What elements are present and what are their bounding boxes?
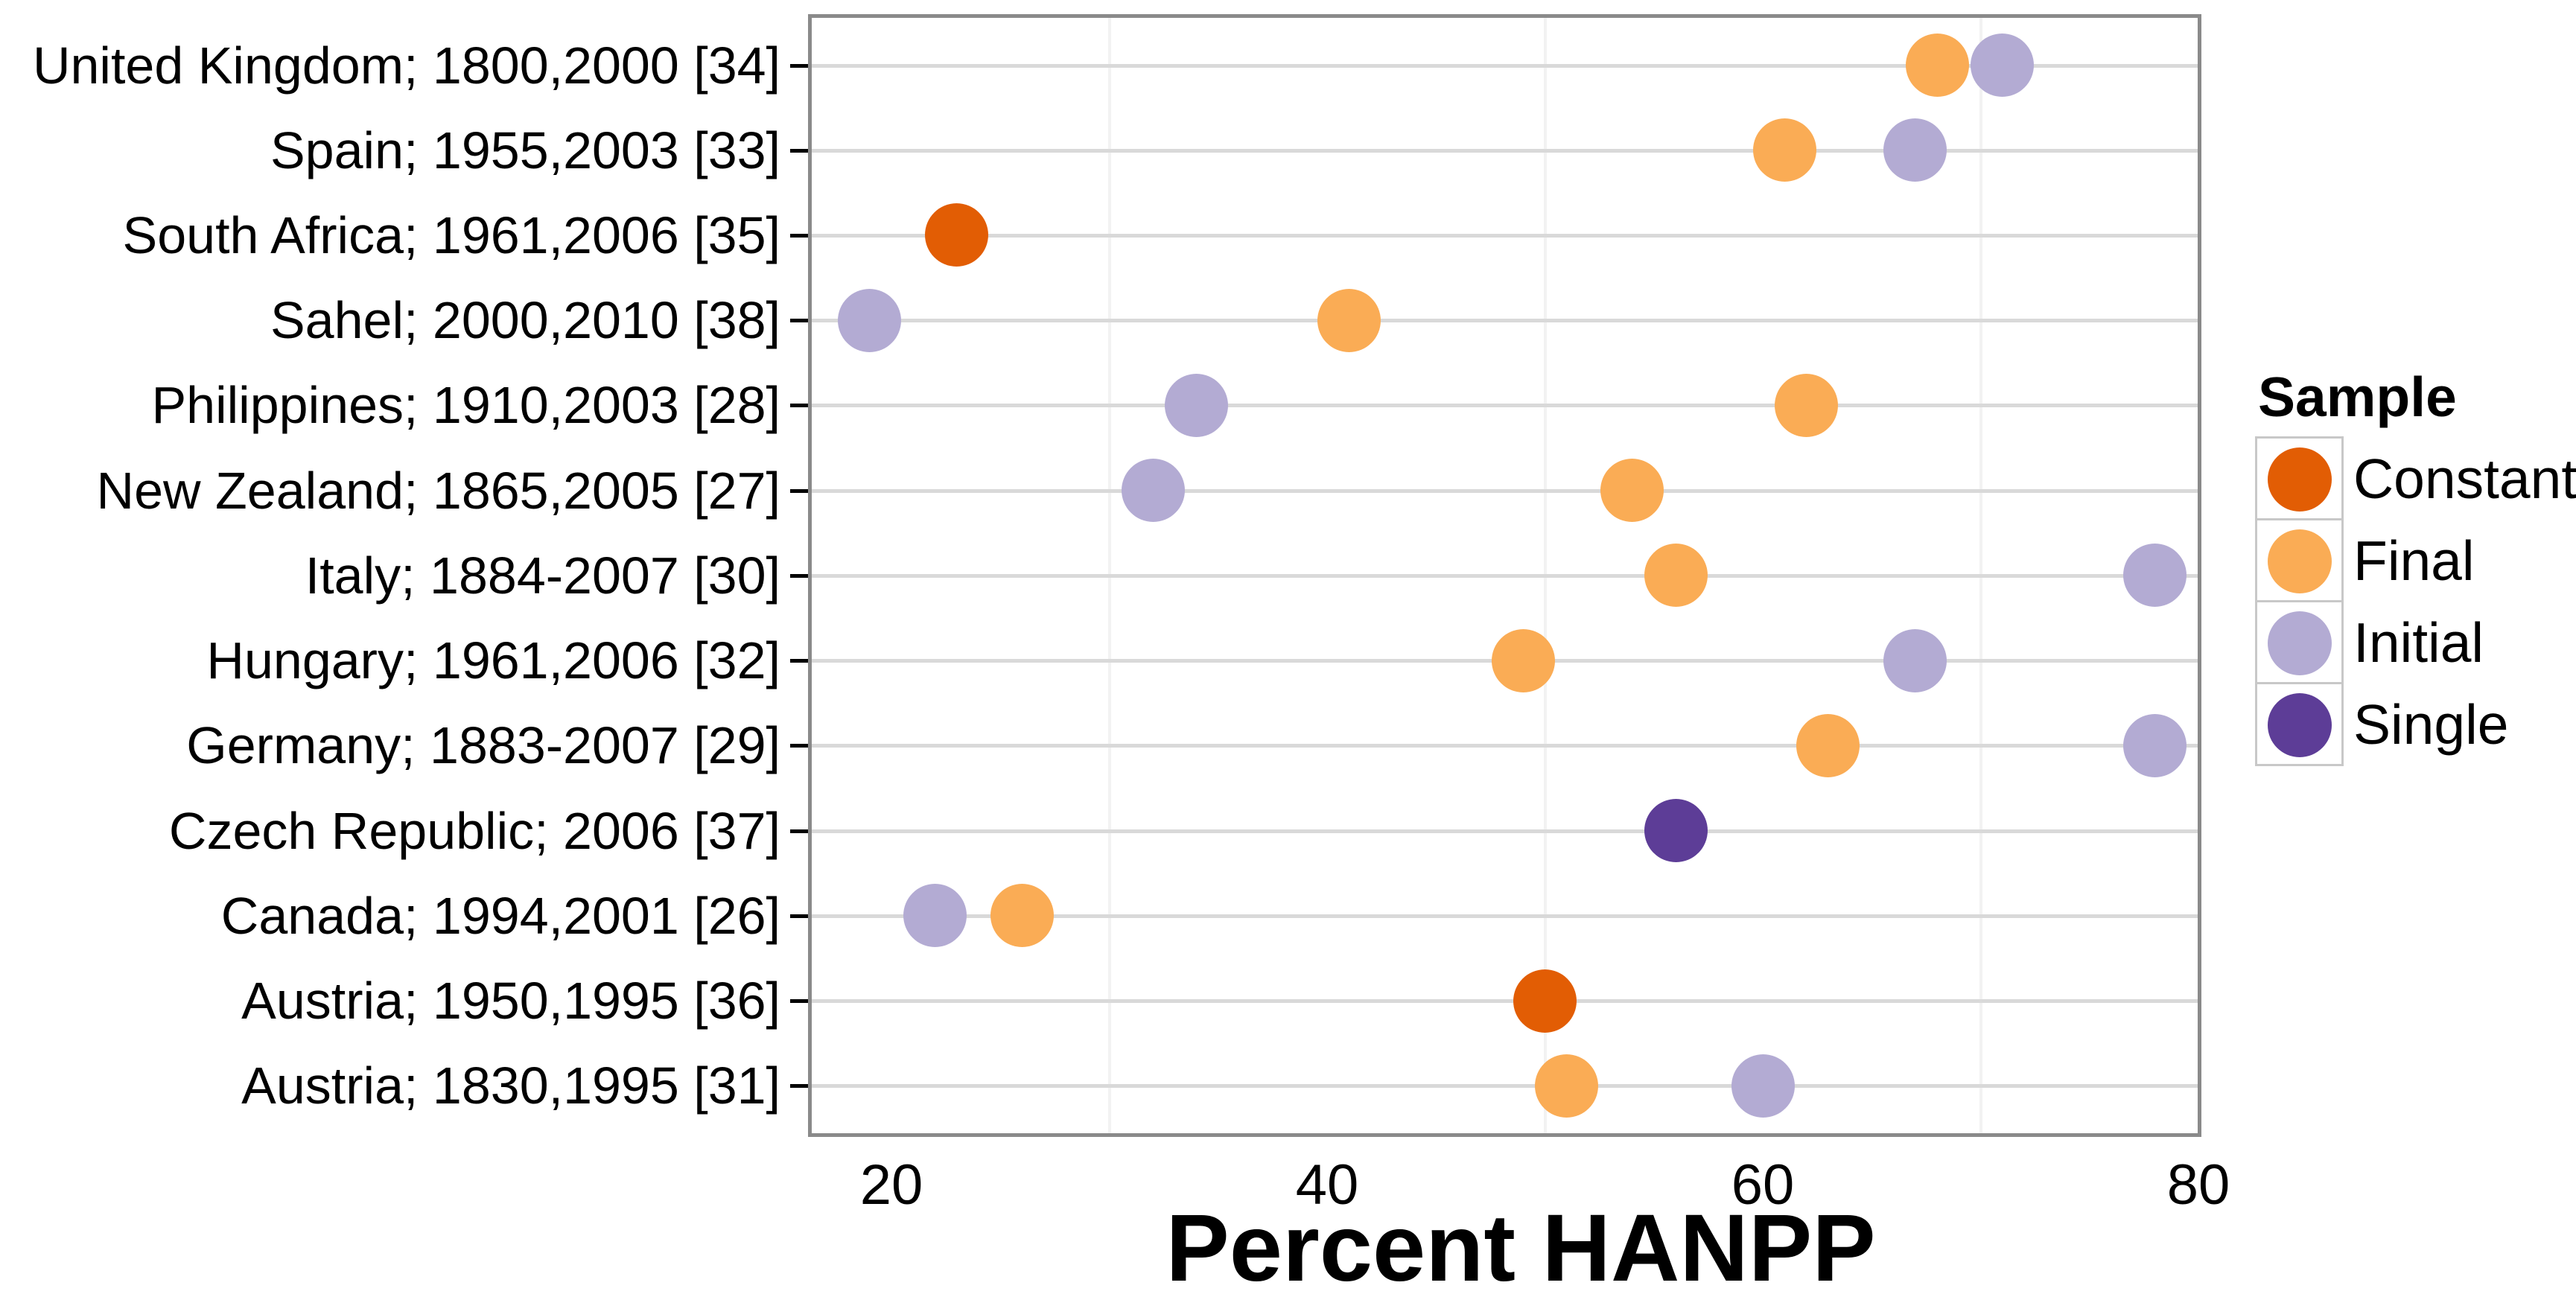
y-axis-label: Spain; 1955,2003 [33]: [270, 121, 780, 179]
data-point: [1796, 713, 1860, 777]
y-axis-label: Sahel; 2000,2010 [38]: [270, 291, 780, 350]
y-axis-tick: [790, 829, 808, 833]
data-point: [1535, 1054, 1599, 1118]
y-axis-label: United Kingdom; 1800,2000 [34]: [32, 36, 780, 95]
y-axis-tick: [790, 573, 808, 578]
legend-label: Constant: [2353, 447, 2576, 510]
row-gridline: [812, 914, 2198, 918]
row-gridline: [812, 829, 2198, 833]
data-point: [925, 203, 989, 267]
legend-key: [2255, 518, 2344, 602]
data-point: [1971, 34, 2035, 97]
data-point: [1752, 118, 1816, 182]
y-axis-tick: [790, 404, 808, 408]
legend-swatch-final-icon: [2268, 529, 2332, 593]
y-axis-label: Germany; 1883-2007 [29]: [186, 716, 780, 775]
data-point: [1883, 628, 1947, 692]
data-point: [1491, 628, 1555, 692]
legend-title: Sample: [2258, 366, 2457, 428]
y-axis-tick: [790, 744, 808, 748]
data-point: [1905, 34, 1969, 97]
data-point: [1165, 373, 1228, 437]
y-axis-label: Czech Republic; 2006 [37]: [168, 801, 780, 860]
y-axis-tick: [790, 659, 808, 663]
row-gridline: [812, 319, 2198, 323]
y-axis-label: Canada; 1994,2001 [26]: [220, 886, 780, 945]
row-gridline: [812, 148, 2198, 153]
data-point: [1731, 1054, 1795, 1118]
data-point: [903, 884, 967, 948]
data-point: [2123, 713, 2187, 777]
data-point: [1513, 969, 1577, 1033]
row-gridline: [812, 573, 2198, 578]
data-point: [2123, 544, 2187, 608]
x-axis-tick-label: 80: [2166, 1153, 2230, 1217]
y-axis-tick: [790, 1084, 808, 1089]
legend-key: [2255, 436, 2344, 520]
y-axis-label: Hungary; 1961,2006 [32]: [206, 631, 780, 690]
data-point: [1644, 799, 1708, 863]
row-gridline: [812, 1084, 2198, 1089]
y-axis-tick: [790, 319, 808, 323]
y-axis-tick: [790, 488, 808, 493]
data-point: [1644, 544, 1708, 608]
x-axis-tick-label: 40: [1295, 1153, 1359, 1217]
legend-swatch-initial-icon: [2268, 611, 2332, 675]
row-gridline: [812, 404, 2198, 408]
row-gridline: [812, 999, 2198, 1004]
row-gridline: [812, 488, 2198, 493]
y-axis-label: Italy; 1884-2007 [30]: [305, 546, 780, 605]
row-gridline: [812, 744, 2198, 748]
data-point: [1317, 288, 1381, 352]
y-axis-tick: [790, 999, 808, 1004]
data-point: [1121, 459, 1185, 523]
y-axis-tick: [790, 233, 808, 238]
y-axis-label: Austria; 1830,1995 [31]: [241, 1057, 780, 1115]
x-axis-tick-label: 20: [859, 1153, 923, 1217]
legend-swatch-single-icon: [2268, 693, 2332, 757]
legend-label: Initial: [2353, 611, 2484, 674]
row-gridline: [812, 63, 2198, 68]
legend-label: Final: [2353, 529, 2475, 592]
y-axis-label: New Zealand; 1865,2005 [27]: [96, 461, 780, 520]
y-axis-label: South Africa; 1961,2006 [35]: [122, 205, 780, 264]
data-point: [838, 288, 902, 352]
legend-swatch-constant-icon: [2268, 447, 2332, 512]
y-axis-label: Philippines; 1910,2003 [28]: [151, 376, 780, 435]
x-axis-title: Percent HANPP: [1165, 1195, 1876, 1300]
x-axis-tick-label: 60: [1731, 1153, 1795, 1217]
data-point: [1775, 373, 1838, 437]
data-point: [990, 884, 1054, 948]
y-axis-tick: [790, 914, 808, 918]
legend-key: [2255, 600, 2344, 684]
y-axis-label: Austria; 1950,1995 [36]: [241, 972, 780, 1030]
data-point: [1600, 459, 1664, 523]
legend-label: Single: [2353, 692, 2509, 756]
y-axis-tick: [790, 148, 808, 153]
y-axis-tick: [790, 63, 808, 68]
legend-key: [2255, 682, 2344, 766]
data-point: [1883, 118, 1947, 182]
plot-panel: [808, 14, 2201, 1137]
row-gridline: [812, 233, 2198, 238]
